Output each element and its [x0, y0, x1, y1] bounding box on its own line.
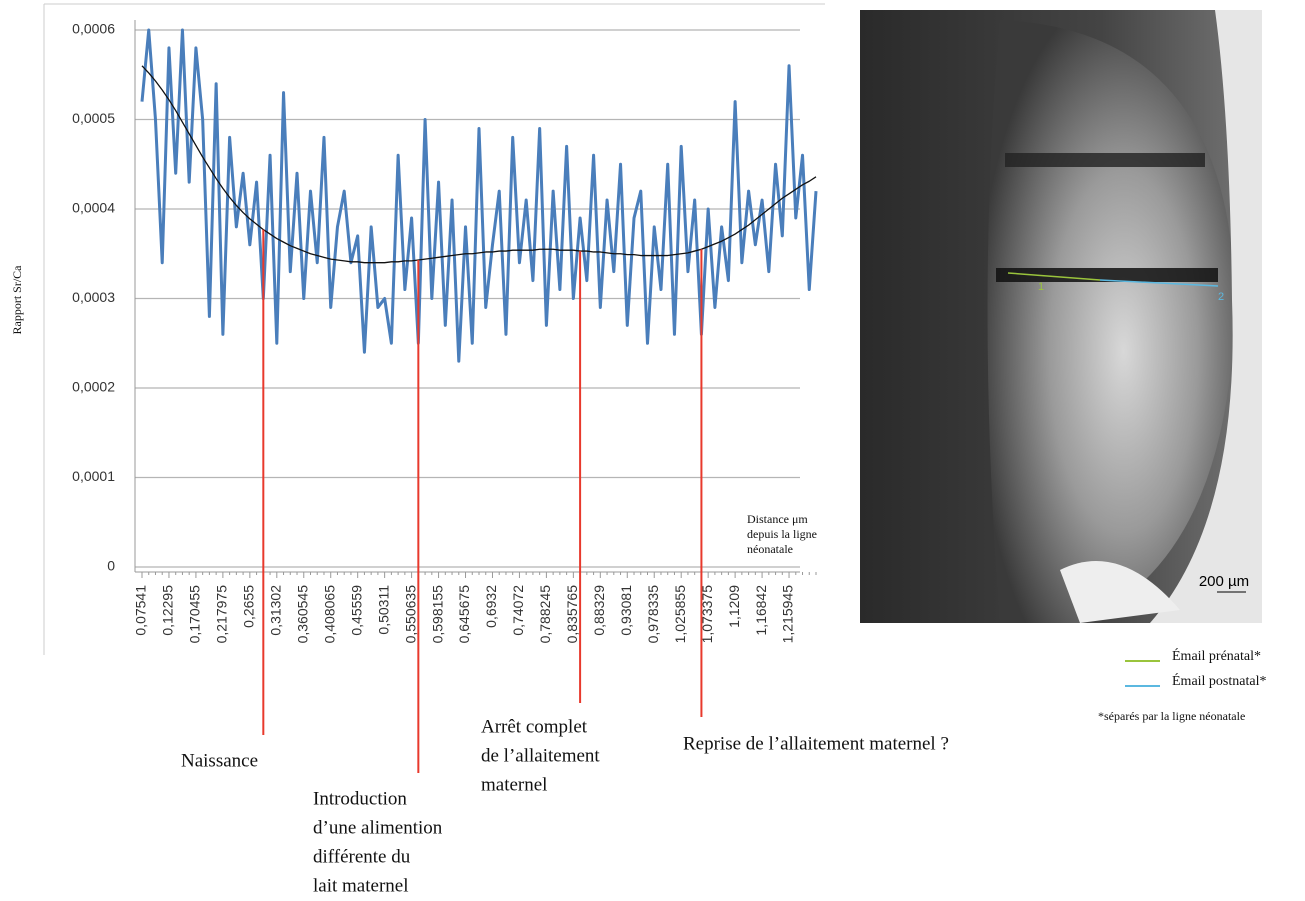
y-tick-label: 0,0006 — [72, 21, 115, 37]
annotation-text: Naissance — [181, 750, 258, 771]
x-tick-label: 0,645675 — [456, 585, 472, 644]
x-tick-label: 0,835765 — [564, 585, 580, 644]
annotation-text: maternel — [481, 774, 547, 795]
x-tick-label: 0,45559 — [348, 585, 364, 636]
y-tick-label: 0,0003 — [72, 289, 115, 305]
x-axis-label: néonatale — [747, 542, 793, 556]
annotation-text: de l’allaitement — [481, 745, 600, 766]
y-axis-label: Rapport Sr/Ca — [10, 265, 24, 335]
x-tick-label: 0,408065 — [321, 585, 337, 644]
enamel — [987, 20, 1235, 623]
x-tick-label: 0,598155 — [429, 585, 445, 644]
annotation-text: Arrêt complet — [481, 716, 588, 737]
x-tick-label: 0,550635 — [402, 585, 418, 644]
postnatal-line — [1099, 279, 1219, 287]
ablation-track — [996, 268, 1218, 282]
footnote: *séparés par la ligne néonatale — [1098, 709, 1245, 723]
micrograph: 1 2 200 µm — [860, 10, 1262, 623]
x-tick-label: 0,93081 — [618, 585, 634, 636]
prenatal-line — [1007, 272, 1101, 281]
x-axis-label: Distance μm — [747, 512, 808, 526]
legend-label: Émail prénatal* — [1172, 647, 1261, 664]
x-tick-label: 0,74072 — [510, 585, 526, 636]
x-tick-label: 0,6932 — [483, 585, 499, 628]
marker-label: 2 — [1218, 291, 1224, 303]
scale-label: 200 µm — [1199, 573, 1249, 590]
debris — [1060, 561, 1180, 623]
annotation-text: différente du — [313, 846, 411, 867]
x-tick-label: 0,50311 — [375, 585, 391, 635]
annotation-text: d’une alimention — [313, 817, 443, 838]
x-tick-label: 1,16842 — [753, 585, 769, 636]
x-tick-label: 0,978335 — [645, 585, 661, 644]
x-tick-label: 0,31302 — [268, 585, 284, 636]
x-tick-label: 0,12295 — [160, 585, 176, 636]
y-tick-label: 0,0002 — [72, 379, 115, 395]
annotation-text: Reprise de l’allaitement maternel ? — [683, 733, 949, 754]
x-tick-label: 0,88329 — [591, 585, 607, 636]
x-tick-label: 1,1209 — [726, 585, 742, 628]
trend-line — [141, 65, 817, 264]
y-tick-label: 0,0004 — [72, 200, 115, 216]
ablation-track — [1005, 153, 1205, 167]
y-tick-label: 0,0005 — [72, 110, 115, 126]
mount — [1150, 10, 1262, 623]
x-tick-label: 1,215945 — [780, 585, 796, 644]
legend-label: Émail postnatal* — [1172, 672, 1266, 689]
x-tick-label: 0,2655 — [241, 585, 257, 628]
x-tick-label: 0,217975 — [214, 585, 230, 644]
y-tick-label: 0,0001 — [72, 468, 115, 484]
x-tick-label: 0,360545 — [294, 585, 310, 644]
data-line — [140, 28, 818, 363]
x-tick-label: 1,025855 — [672, 585, 688, 644]
marker-label: 1 — [1038, 281, 1044, 293]
x-axis-label: depuis la ligne — [747, 527, 817, 541]
annotation-text: Introduction — [313, 788, 407, 809]
y-tick-label: 0 — [107, 558, 115, 574]
annotation-text: lait maternel — [313, 875, 408, 896]
x-tick-label: 0,788245 — [537, 585, 553, 644]
x-tick-label: 0,170455 — [187, 585, 203, 644]
x-tick-label: 1,073375 — [699, 585, 715, 644]
x-tick-label: 0,07541 — [133, 585, 149, 636]
